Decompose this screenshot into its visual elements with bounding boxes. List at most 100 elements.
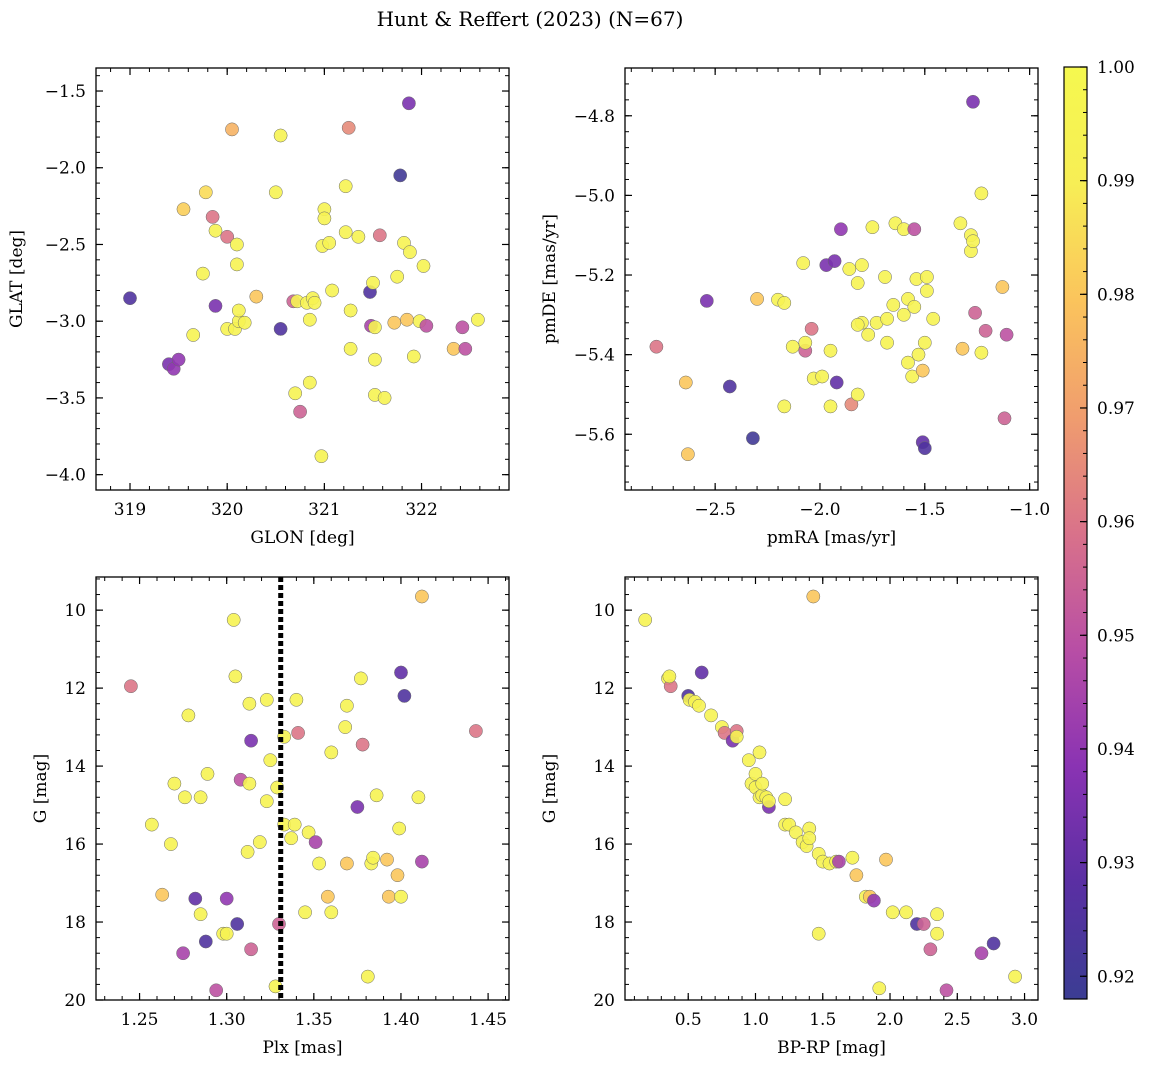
scatter-point xyxy=(861,327,876,342)
y-tick-label: −3.5 xyxy=(45,389,86,409)
scatter-point xyxy=(155,887,170,902)
scatter-point xyxy=(259,794,274,809)
colorbar-tick-label: 0.92 xyxy=(1097,967,1135,987)
scatter-point xyxy=(343,303,358,318)
scatter-point xyxy=(341,120,356,135)
y-tick-label: 14 xyxy=(593,757,615,777)
scatter-point xyxy=(338,225,353,240)
scatter-point xyxy=(995,280,1010,294)
x-tick-label: 1.5 xyxy=(809,1010,836,1030)
scatter-point xyxy=(293,404,307,419)
scatter-point xyxy=(340,698,354,713)
scatter-point xyxy=(849,868,864,883)
colorbar-tick-label: 1.00 xyxy=(1097,58,1135,78)
x-tick-label: 2.0 xyxy=(876,1010,903,1030)
x-tick-label: 0.5 xyxy=(675,1010,702,1030)
scatter-point xyxy=(322,236,337,250)
scatter-point xyxy=(729,729,744,744)
scatter-point xyxy=(907,222,922,237)
axes-frame xyxy=(624,67,1039,491)
scatter-points xyxy=(649,94,1014,462)
scatter-point xyxy=(302,312,317,327)
scatter-point xyxy=(226,613,241,627)
scatter-point xyxy=(748,767,763,781)
scatter-point xyxy=(411,790,426,805)
x-tick-label: −1.5 xyxy=(904,500,945,520)
scatter-point xyxy=(829,375,844,390)
scatter-point xyxy=(178,790,192,805)
scatter-point xyxy=(123,291,137,306)
scatter-point xyxy=(842,262,857,276)
y-tick-label: −3.0 xyxy=(45,312,86,332)
x-tick-label: −2.0 xyxy=(799,500,840,520)
scatter-point xyxy=(827,254,842,268)
scatter-point xyxy=(850,387,865,402)
x-axis-label: Plx [mas] xyxy=(262,1038,342,1058)
scatter-point xyxy=(244,733,258,748)
scatter-point xyxy=(387,315,402,330)
scatter-point xyxy=(446,341,461,356)
scatter-point xyxy=(804,321,819,336)
scatter-point xyxy=(368,320,382,335)
y-tick-label: 10 xyxy=(64,601,86,621)
scatter-point xyxy=(392,821,407,836)
scatter-point xyxy=(176,202,191,217)
y-tick-label: −2.0 xyxy=(45,159,86,179)
y-tick-label: −5.4 xyxy=(574,346,615,366)
scatter-point xyxy=(845,850,860,865)
y-axis-label: G [mag] xyxy=(540,754,560,823)
scatter-point xyxy=(144,817,159,832)
scatter-point xyxy=(219,926,234,941)
scatter-point xyxy=(777,399,792,414)
colorbar-tick-label: 0.93 xyxy=(1097,854,1135,874)
scatter-point xyxy=(380,852,394,867)
scatter-point xyxy=(188,891,203,906)
x-tick-label: 319 xyxy=(114,500,146,520)
scatter-point xyxy=(273,128,288,143)
scatter-point xyxy=(301,825,316,840)
y-axis-label: pmDE [mas/yr] xyxy=(540,214,560,344)
scatter-point xyxy=(324,745,339,760)
scatter-point xyxy=(198,934,213,949)
scatter-point xyxy=(240,845,255,859)
y-tick-label: 12 xyxy=(593,679,615,699)
x-tick-label: 1.30 xyxy=(208,1010,246,1030)
scatter-point xyxy=(193,790,208,805)
scatter-point xyxy=(752,745,767,760)
scatter-point xyxy=(298,905,312,920)
y-tick-label: 16 xyxy=(64,835,86,855)
scatter-point xyxy=(802,831,817,846)
scatter-point xyxy=(230,917,245,931)
scatter-point xyxy=(844,397,859,412)
scatter-point xyxy=(823,399,838,414)
scatter-point xyxy=(811,926,826,941)
scatter-point xyxy=(225,122,239,137)
scatter-point xyxy=(850,276,865,290)
scatter-point xyxy=(704,708,718,723)
scatter-point xyxy=(850,317,865,332)
scatter-point xyxy=(273,322,288,336)
y-tick-label: 12 xyxy=(64,679,86,699)
scatter-point xyxy=(798,335,813,350)
scatter-point xyxy=(880,335,894,350)
scatter-point xyxy=(649,339,664,354)
colorbar-tick-label: 0.95 xyxy=(1097,626,1135,646)
scatter-point xyxy=(377,391,392,405)
scatter-point xyxy=(219,891,234,906)
x-tick-label: 3.0 xyxy=(1011,1010,1038,1030)
x-tick-label: 1.40 xyxy=(382,1010,420,1030)
scatter-point xyxy=(907,300,922,314)
y-tick-label: −4.8 xyxy=(574,107,615,127)
scatter-point xyxy=(230,257,244,272)
scatter-point xyxy=(231,303,246,318)
scatter-point xyxy=(394,889,408,904)
scatter-point xyxy=(939,983,954,998)
scatter-point xyxy=(1008,969,1022,984)
scatter-point xyxy=(750,292,764,306)
scatter-point xyxy=(930,926,944,941)
scatter-point xyxy=(974,345,989,360)
scatter-point xyxy=(307,295,322,310)
scatter-point xyxy=(360,969,375,984)
x-tick-label: 321 xyxy=(308,500,340,520)
scatter-point xyxy=(823,343,838,358)
